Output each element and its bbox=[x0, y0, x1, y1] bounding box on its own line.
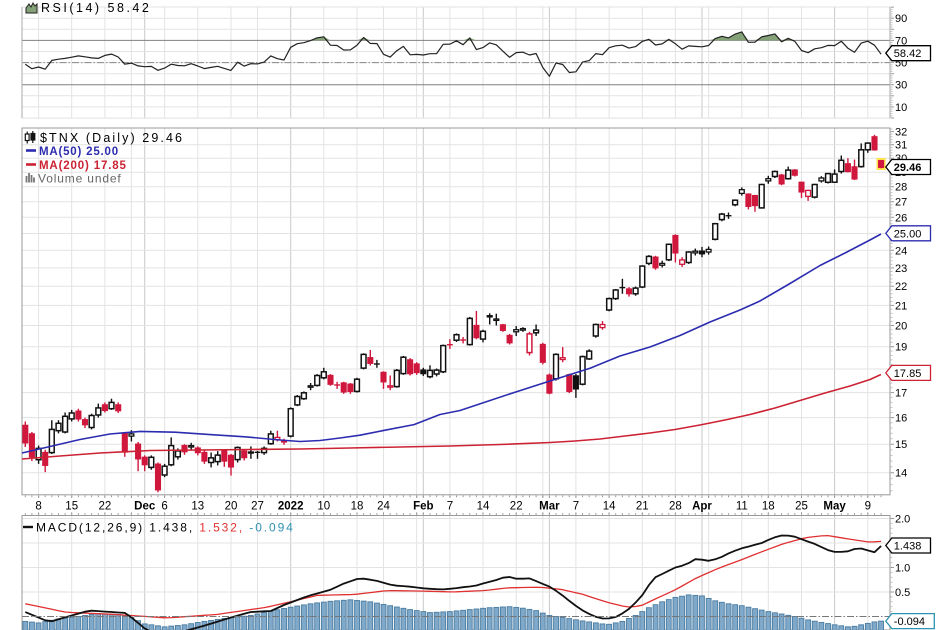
svg-text:15: 15 bbox=[895, 439, 907, 451]
svg-text:14: 14 bbox=[895, 468, 907, 480]
svg-text:18: 18 bbox=[762, 501, 775, 513]
svg-text:2.0: 2.0 bbox=[895, 514, 910, 526]
svg-text:30: 30 bbox=[895, 80, 907, 92]
svg-text:21: 21 bbox=[636, 501, 649, 513]
svg-text:28: 28 bbox=[669, 501, 682, 513]
svg-text:21: 21 bbox=[895, 300, 907, 312]
svg-text:9: 9 bbox=[865, 501, 871, 513]
svg-text:7: 7 bbox=[573, 501, 579, 513]
svg-text:22: 22 bbox=[895, 281, 907, 293]
svg-text:1.0: 1.0 bbox=[895, 563, 910, 575]
svg-text:RSI(14) 58.42: RSI(14) 58.42 bbox=[41, 1, 151, 15]
svg-text:20: 20 bbox=[895, 321, 907, 333]
svg-text:23: 23 bbox=[895, 263, 907, 275]
svg-text:Dec: Dec bbox=[134, 501, 156, 513]
svg-text:19: 19 bbox=[895, 342, 907, 354]
svg-text:24: 24 bbox=[895, 245, 907, 257]
svg-text:24: 24 bbox=[377, 501, 390, 513]
svg-text:Mar: Mar bbox=[539, 501, 560, 513]
svg-text:10: 10 bbox=[317, 501, 330, 513]
svg-text:17.85: 17.85 bbox=[894, 368, 922, 380]
svg-text:18: 18 bbox=[351, 501, 364, 513]
svg-text:1.438: 1.438 bbox=[894, 541, 922, 553]
svg-text:11: 11 bbox=[736, 501, 748, 513]
svg-text:Volume undef: Volume undef bbox=[38, 172, 122, 186]
svg-text:Apr: Apr bbox=[692, 501, 712, 513]
svg-text:31: 31 bbox=[895, 140, 907, 152]
svg-text:25: 25 bbox=[795, 501, 808, 513]
svg-text:90: 90 bbox=[895, 13, 907, 25]
svg-text:MACD(12,26,9) 1.438, 1.532, -0: MACD(12,26,9) 1.438, 1.532, -0.094 bbox=[36, 521, 295, 535]
svg-text:MA(50) 25.00: MA(50) 25.00 bbox=[39, 146, 119, 158]
svg-text:20: 20 bbox=[225, 501, 238, 513]
svg-text:32: 32 bbox=[895, 127, 907, 139]
svg-text:7: 7 bbox=[447, 501, 453, 513]
svg-text:70: 70 bbox=[895, 35, 907, 47]
svg-text:14: 14 bbox=[603, 501, 616, 513]
svg-text:27: 27 bbox=[895, 197, 907, 209]
svg-text:27: 27 bbox=[251, 501, 264, 513]
svg-text:29.46: 29.46 bbox=[894, 162, 922, 174]
svg-text:17: 17 bbox=[895, 388, 907, 400]
svg-text:-0.094: -0.094 bbox=[894, 616, 925, 628]
svg-text:0.5: 0.5 bbox=[895, 587, 910, 599]
svg-text:13: 13 bbox=[191, 501, 204, 513]
svg-text:2022: 2022 bbox=[278, 501, 304, 513]
svg-text:16: 16 bbox=[895, 413, 907, 425]
svg-text:6: 6 bbox=[161, 501, 167, 513]
svg-text:22: 22 bbox=[510, 501, 523, 513]
svg-text:May: May bbox=[823, 501, 846, 513]
svg-text:58.42: 58.42 bbox=[894, 48, 922, 60]
svg-text:22: 22 bbox=[99, 501, 112, 513]
svg-text:$TNX (Daily) 29.46: $TNX (Daily) 29.46 bbox=[40, 131, 184, 145]
svg-text:15: 15 bbox=[65, 501, 78, 513]
svg-text:26: 26 bbox=[895, 212, 907, 224]
svg-text:10: 10 bbox=[895, 102, 907, 114]
svg-text:25.00: 25.00 bbox=[894, 228, 922, 240]
svg-text:MA(200) 17.85: MA(200) 17.85 bbox=[39, 160, 127, 172]
svg-text:8: 8 bbox=[35, 501, 41, 513]
svg-text:Feb: Feb bbox=[413, 501, 433, 513]
svg-text:28: 28 bbox=[895, 182, 907, 194]
svg-text:14: 14 bbox=[477, 501, 490, 513]
